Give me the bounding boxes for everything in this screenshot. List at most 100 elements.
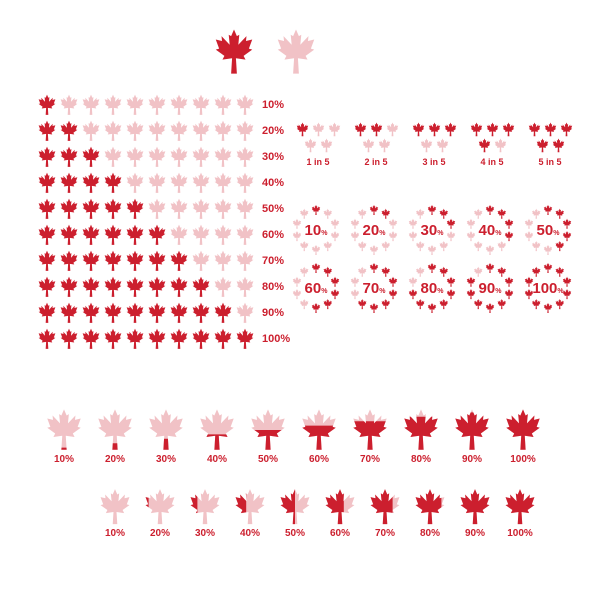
maple-leaf-icon — [102, 120, 124, 142]
legend — [210, 28, 320, 76]
maple-leaf-icon — [80, 250, 102, 272]
maple-leaf-icon — [124, 302, 146, 324]
maple-leaf-icon — [146, 120, 168, 142]
maple-leaf-icon — [102, 172, 124, 194]
percent-sign: % — [379, 288, 385, 295]
maple-leaf-icon — [124, 94, 146, 116]
maple-leaf-icon — [168, 224, 190, 246]
maple-leaf-icon — [80, 172, 102, 194]
grid-row-label: 20% — [262, 125, 284, 137]
maple-leaf-icon — [348, 408, 392, 452]
fill-leaf-item: 80% — [411, 488, 449, 539]
maple-leaf-icon — [36, 172, 58, 194]
maple-leaf-icon — [168, 276, 190, 298]
maple-leaf-icon — [234, 224, 256, 246]
maple-leaf-icon — [146, 172, 168, 194]
fill-leaf-item: 50% — [246, 408, 290, 465]
maple-leaf-icon — [234, 198, 256, 220]
maple-leaf-icon — [168, 120, 190, 142]
maple-leaf-icon — [190, 198, 212, 220]
fill-leaf-item: 90% — [456, 488, 494, 539]
maple-leaf-icon — [80, 276, 102, 298]
maple-leaf-icon — [124, 250, 146, 272]
maple-leaf-icon — [144, 408, 188, 452]
fill-row-vertical: 10% 20% 30% 40% 50% — [42, 408, 545, 465]
maple-leaf-icon — [146, 250, 168, 272]
fill-label: 10% — [96, 528, 134, 539]
fill-leaf-item: 30% — [144, 408, 188, 465]
circle-percentage: 30% — [406, 204, 458, 256]
maple-leaf-icon — [146, 302, 168, 324]
fill-leaf-item: 100% — [501, 488, 539, 539]
maple-leaf-icon — [102, 250, 124, 272]
maple-leaf-icon — [58, 224, 80, 246]
fill-label: 60% — [321, 528, 359, 539]
maple-leaf-icon — [234, 146, 256, 168]
grid-row-label: 70% — [262, 255, 284, 267]
fill-label: 80% — [411, 528, 449, 539]
grid-row: 100% — [36, 326, 290, 352]
maple-leaf-icon — [36, 94, 58, 116]
maple-leaf-icon — [399, 408, 443, 452]
maple-leaf-icon — [42, 408, 86, 452]
maple-leaf-icon — [190, 172, 212, 194]
maple-leaf-icon — [124, 146, 146, 168]
maple-leaf-icon — [212, 94, 234, 116]
maple-leaf-icon — [124, 276, 146, 298]
circle-percentage: 50% — [522, 204, 574, 256]
circle-value: 10 — [305, 222, 322, 239]
maple-leaf-icon — [80, 224, 102, 246]
fill-leaf-item: 20% — [141, 488, 179, 539]
maple-leaf-icon — [272, 28, 320, 76]
circle-percentage: 10% — [290, 204, 342, 256]
maple-leaf-icon — [190, 328, 212, 350]
circle-percentage: 90% — [464, 262, 516, 314]
maple-leaf-icon — [36, 302, 58, 324]
maple-leaf-icon — [58, 120, 80, 142]
percent-sign: % — [379, 230, 385, 237]
fill-label: 60% — [297, 454, 341, 465]
maple-leaf-icon — [168, 172, 190, 194]
ratio-cluster: 1 in 5 — [294, 122, 342, 167]
ratio-cluster: 2 in 5 — [352, 122, 400, 167]
maple-leaf-icon — [168, 302, 190, 324]
ratio-label: 3 in 5 — [410, 157, 458, 167]
maple-leaf-icon — [234, 276, 256, 298]
fill-label: 70% — [348, 454, 392, 465]
maple-leaf-icon — [168, 198, 190, 220]
ratio-clusters: 1 in 5 2 in 5 3 in 5 4 in 5 — [294, 122, 574, 167]
maple-leaf-icon — [36, 224, 58, 246]
fill-label: 30% — [186, 528, 224, 539]
maple-leaf-icon — [190, 302, 212, 324]
percent-sign: % — [553, 230, 559, 237]
maple-leaf-icon — [234, 120, 256, 142]
maple-leaf-icon — [96, 488, 134, 526]
ratio-label: 2 in 5 — [352, 157, 400, 167]
grid-row-label: 100% — [262, 333, 290, 345]
maple-leaf-icon — [190, 146, 212, 168]
maple-leaf-icon — [80, 120, 102, 142]
fill-label: 90% — [456, 528, 494, 539]
grid-row: 50% — [36, 196, 290, 222]
grid-row: 80% — [36, 274, 290, 300]
maple-leaf-icon — [102, 328, 124, 350]
maple-leaf-icon — [231, 488, 269, 526]
circle-percentage: 20% — [348, 204, 400, 256]
grid-row-label: 90% — [262, 307, 284, 319]
fill-leaf-item: 60% — [321, 488, 359, 539]
fill-row-horizontal: 10% 20% 30% 40% 50% — [96, 488, 539, 539]
maple-leaf-icon — [190, 250, 212, 272]
maple-leaf-icon — [124, 172, 146, 194]
fill-label: 70% — [366, 528, 404, 539]
circle-value: 80 — [421, 280, 438, 297]
maple-leaf-icon — [58, 250, 80, 272]
ratio-label: 4 in 5 — [468, 157, 516, 167]
grid-row-label: 30% — [262, 151, 284, 163]
maple-leaf-icon — [102, 302, 124, 324]
grid-row: 70% — [36, 248, 290, 274]
grid-row: 60% — [36, 222, 290, 248]
fill-label: 100% — [501, 528, 539, 539]
maple-leaf-icon — [146, 94, 168, 116]
maple-leaf-icon — [212, 120, 234, 142]
fill-leaf-item: 80% — [399, 408, 443, 465]
